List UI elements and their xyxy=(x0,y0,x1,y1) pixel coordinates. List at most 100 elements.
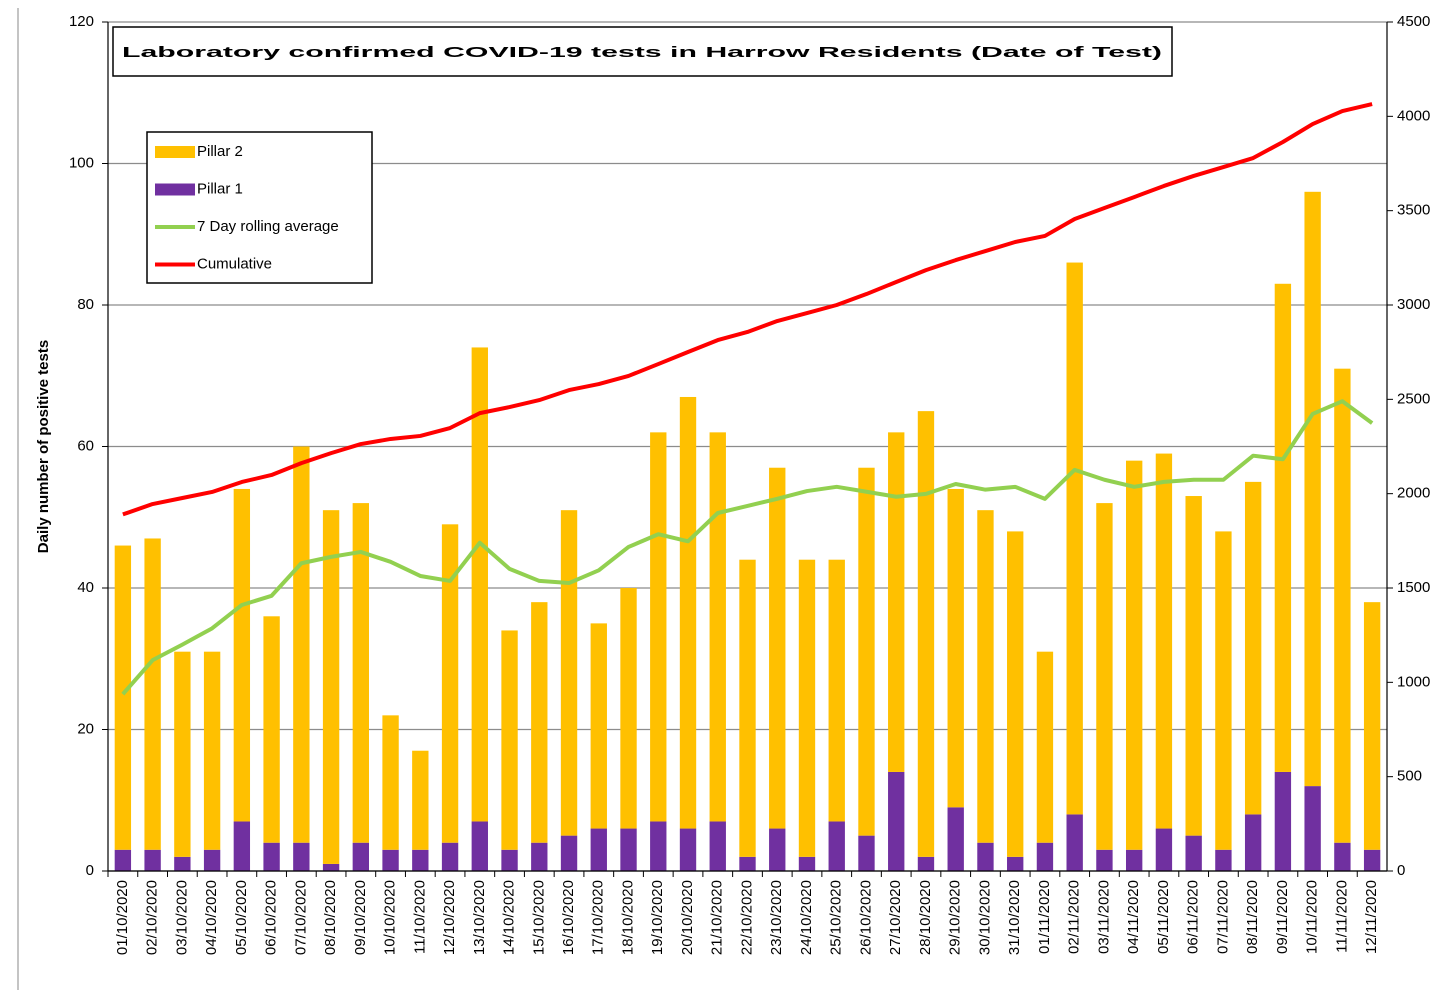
bar xyxy=(1363,849,1381,871)
x-tick-label: 24/10/2020 xyxy=(798,880,815,955)
bar xyxy=(322,863,340,871)
bar xyxy=(1125,460,1143,850)
x-tick-label: 05/11/2020 xyxy=(1155,880,1172,954)
y-axis-title: Daily number of positive tests xyxy=(35,340,52,553)
y2-tick-label: 2500 xyxy=(1397,390,1430,407)
bar xyxy=(441,524,459,843)
bar xyxy=(471,821,488,871)
x-tick-label: 26/10/2020 xyxy=(857,880,874,955)
bar xyxy=(828,559,845,822)
bar xyxy=(1334,842,1351,871)
y-tick-label: 120 xyxy=(69,13,94,30)
bar xyxy=(1155,453,1173,829)
bar xyxy=(769,828,786,871)
bar xyxy=(798,856,816,871)
bar xyxy=(888,771,905,871)
bar xyxy=(709,432,726,822)
x-tick-label: 13/10/2020 xyxy=(471,880,488,955)
bar xyxy=(293,842,310,871)
legend-swatch xyxy=(155,183,195,196)
bar xyxy=(1274,283,1292,772)
x-tick-label: 06/11/2020 xyxy=(1185,880,1202,954)
bar xyxy=(412,849,429,871)
bar xyxy=(233,488,251,822)
x-tick-label: 12/10/2020 xyxy=(441,880,458,955)
bar xyxy=(828,821,845,871)
bar xyxy=(798,559,816,857)
x-tick-label: 25/10/2020 xyxy=(828,880,845,955)
y2-tick-label: 1000 xyxy=(1397,673,1430,690)
bar xyxy=(1066,262,1083,815)
y2-tick-label: 4000 xyxy=(1397,107,1430,124)
bar xyxy=(114,849,132,871)
x-tick-label: 09/10/2020 xyxy=(352,880,369,955)
bar xyxy=(1096,503,1113,850)
bar xyxy=(1244,814,1262,871)
y-tick-label: 100 xyxy=(69,154,94,171)
title-box xyxy=(112,26,1173,77)
bar xyxy=(1215,849,1232,871)
bar xyxy=(1304,786,1321,871)
bar xyxy=(1036,842,1054,871)
y2-tick-label: 0 xyxy=(1397,862,1405,879)
x-tick-label: 08/10/2020 xyxy=(322,880,339,955)
x-tick-label: 27/10/2020 xyxy=(887,880,904,955)
line-series xyxy=(122,102,1373,517)
bar xyxy=(263,842,280,871)
bar xyxy=(174,856,191,871)
y2-tick-label: 1500 xyxy=(1397,579,1430,596)
x-tick-label: 08/11/2020 xyxy=(1244,880,1261,954)
bar xyxy=(233,821,251,871)
x-tick-label: 05/10/2020 xyxy=(233,880,250,955)
x-tick-label: 14/10/2020 xyxy=(501,880,518,955)
bar xyxy=(531,842,548,871)
bar xyxy=(1185,496,1202,836)
x-tick-label: 18/10/2020 xyxy=(619,880,636,955)
x-tick-label: 04/11/2020 xyxy=(1125,880,1142,954)
bar xyxy=(174,651,191,857)
y-tick-label: 80 xyxy=(77,296,94,313)
bar xyxy=(590,828,607,871)
bar xyxy=(144,538,161,850)
legend-label: Pillar 2 xyxy=(197,143,243,160)
bar xyxy=(322,510,340,864)
x-tick-label: 11/10/2020 xyxy=(411,880,428,954)
y2-tick-label: 500 xyxy=(1397,768,1422,785)
x-tick-label: 21/10/2020 xyxy=(709,880,726,955)
y2-tick-label: 3500 xyxy=(1397,202,1430,219)
bar xyxy=(560,835,578,871)
bar xyxy=(263,616,280,843)
x-tick-label: 17/10/2020 xyxy=(590,880,607,955)
x-tick-label: 12/11/2020 xyxy=(1363,880,1380,954)
bar xyxy=(203,651,221,850)
bar xyxy=(858,835,875,871)
x-tick-label: 09/11/2020 xyxy=(1274,880,1291,954)
bar xyxy=(1125,849,1143,871)
bar xyxy=(560,510,578,836)
bar xyxy=(769,467,786,829)
x-tick-label: 02/11/2020 xyxy=(1066,880,1083,954)
bar xyxy=(977,510,994,843)
y2-tick-label: 3000 xyxy=(1397,296,1430,313)
x-tick-label: 07/11/2020 xyxy=(1214,880,1231,954)
bar xyxy=(1334,368,1351,843)
x-tick-label: 10/10/2020 xyxy=(382,880,399,955)
bar xyxy=(977,842,994,871)
bar xyxy=(917,856,935,871)
bar xyxy=(352,842,370,871)
bar xyxy=(1096,849,1113,871)
bar xyxy=(501,630,518,850)
y-tick-label: 60 xyxy=(77,437,94,454)
legend-label: Cumulative xyxy=(197,255,272,272)
bar xyxy=(709,821,726,871)
x-tick-label: 23/10/2020 xyxy=(768,880,785,955)
bar xyxy=(441,842,459,871)
x-tick-label: 11/11/2020 xyxy=(1333,880,1350,953)
bar xyxy=(679,396,697,829)
x-tick-label: 01/10/2020 xyxy=(114,880,131,955)
y-tick-label: 0 xyxy=(86,862,94,879)
bar xyxy=(1066,814,1083,871)
x-tick-label: 03/10/2020 xyxy=(173,880,190,955)
y2-tick-label: 4500 xyxy=(1397,13,1430,30)
bar xyxy=(382,715,399,850)
